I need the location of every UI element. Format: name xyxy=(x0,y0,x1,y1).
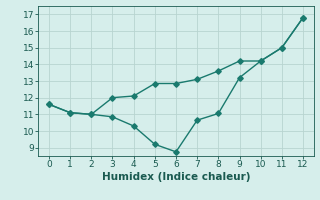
X-axis label: Humidex (Indice chaleur): Humidex (Indice chaleur) xyxy=(102,172,250,182)
